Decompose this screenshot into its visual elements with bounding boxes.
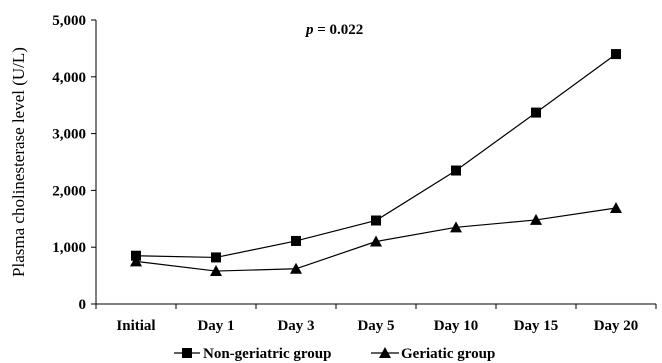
data-point-square-non-geriatric [611, 49, 621, 60]
data-point-square-non-geriatric [371, 215, 381, 226]
x-tick-label: Day 1 [197, 318, 234, 334]
p-value-symbol: p [304, 22, 314, 38]
x-tick-label: Day 10 [434, 318, 479, 334]
p-value-text: = 0.022 [314, 22, 364, 38]
data-point-triangle-geriatic [370, 235, 382, 247]
legend: Non-geriatric group Geriatic group [174, 346, 495, 362]
data-point-square-non-geriatric [531, 107, 541, 118]
p-value-annotation: p = 0.022 [304, 22, 363, 38]
x-tick-label: Day 5 [357, 318, 394, 334]
data-point-square-non-geriatric [451, 165, 461, 176]
legend-triangle-marker-icon [379, 347, 391, 358]
legend-label-geriatic: Geriatic group [401, 346, 495, 362]
y-tick-group: 0 1,000 2,000 3,000 4,000 5,000 [52, 13, 96, 313]
data-point-triangle-geriatic [290, 262, 302, 274]
legend-square-marker-icon [182, 348, 192, 358]
data-point-square-non-geriatric [211, 252, 221, 263]
x-tick-label: Day 3 [277, 318, 314, 334]
data-point-triangle-geriatic [610, 202, 622, 214]
data-point-square-non-geriatric [291, 235, 301, 246]
series-line-non-geriatric [135, 53, 617, 259]
data-point-triangle-geriatic [210, 265, 222, 277]
y-tick-label: 2,000 [52, 183, 86, 199]
y-tick-label: 0 [79, 297, 87, 313]
legend-item-geriatic: Geriatic group [371, 346, 495, 362]
data-point-triangle-geriatic [530, 213, 542, 225]
y-tick-label: 4,000 [52, 70, 86, 86]
data-point-triangle-geriatic [130, 255, 142, 267]
x-tick-label: Day 20 [594, 318, 639, 334]
legend-label-non-geriatric: Non-geriatric group [203, 346, 331, 362]
y-axis-label: Plasma cholinesterase level (U/L) [9, 47, 28, 277]
y-tick-label: 5,000 [52, 13, 86, 29]
x-tick-group: Initial Day 1 Day 3 Day 5 Day 10 Day 15 Day 20 [95, 304, 657, 334]
series-group [130, 49, 622, 277]
x-tick-label: Initial [116, 318, 155, 334]
legend-item-non-geriatric: Non-geriatric group [174, 346, 331, 362]
y-tick-label: 1,000 [52, 240, 86, 256]
data-point-triangle-geriatic [450, 221, 462, 233]
x-tick-label: Day 15 [514, 318, 559, 334]
y-tick-label: 3,000 [52, 127, 86, 143]
